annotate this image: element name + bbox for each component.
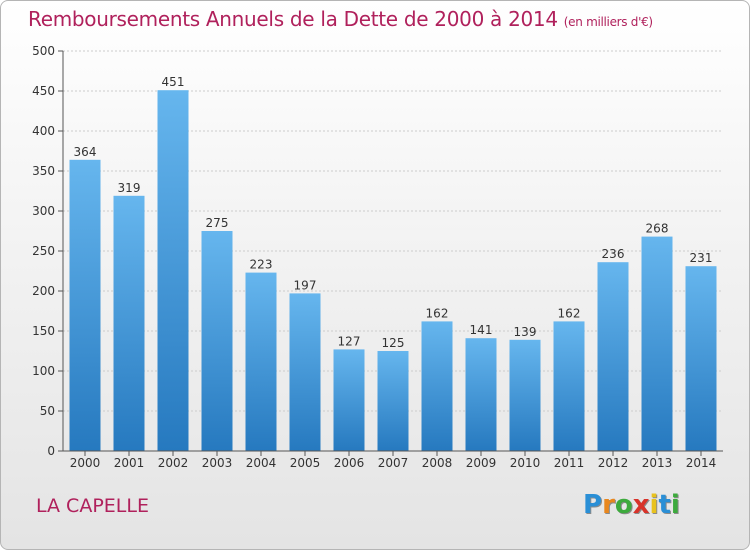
bar-2013 <box>641 236 673 451</box>
data-label: 236 <box>602 247 625 261</box>
logo-letter: r <box>602 490 615 520</box>
x-tick-label: 2009 <box>466 456 497 470</box>
bar-2010 <box>509 339 541 451</box>
bar-2000 <box>69 159 101 452</box>
logo-letter: i <box>670 490 680 520</box>
commune-name: LA CAPELLE <box>36 495 149 517</box>
chart-title-text: Remboursements Annuels de la Dette de 20… <box>28 7 558 31</box>
x-tick-label: 2007 <box>378 456 409 470</box>
bar-2002 <box>157 90 189 451</box>
logo-letter: i <box>649 490 659 520</box>
x-tick-label: 2008 <box>422 456 453 470</box>
data-label: 223 <box>250 258 273 272</box>
bar-2005 <box>289 293 321 451</box>
x-tick-label: 2002 <box>158 456 189 470</box>
data-label: 139 <box>514 325 537 339</box>
data-label: 319 <box>118 181 141 195</box>
data-label: 275 <box>206 216 229 230</box>
x-tick-label: 2012 <box>598 456 629 470</box>
bar-2001 <box>113 195 145 451</box>
bar-2006 <box>333 349 365 451</box>
bar-2003 <box>201 231 233 451</box>
data-label: 451 <box>162 75 185 89</box>
proxiti-logo: Proxiti <box>583 490 680 520</box>
bar-2004 <box>245 272 277 451</box>
y-tick-label: 0 <box>47 444 55 458</box>
logo-letter: t <box>658 490 671 520</box>
bar-2012 <box>597 262 629 451</box>
y-tick-label: 150 <box>32 324 55 338</box>
x-tick-label: 2000 <box>70 456 101 470</box>
x-tick-label: 2014 <box>686 456 717 470</box>
y-tick-label: 200 <box>32 284 55 298</box>
x-tick-label: 2005 <box>290 456 321 470</box>
logo-letter: o <box>614 490 633 520</box>
y-tick-label: 100 <box>32 364 55 378</box>
y-tick-label: 50 <box>40 404 55 418</box>
bar-2014 <box>685 266 717 451</box>
logo-letter: x <box>632 490 650 520</box>
data-label: 127 <box>338 334 361 348</box>
data-label: 125 <box>382 336 405 350</box>
bars: 364 319 451 275 223 197 127 125 162 141 139 162 236 2… <box>69 75 717 452</box>
y-tick-label: 250 <box>32 244 55 258</box>
x-tick-label: 2003 <box>202 456 233 470</box>
data-label: 162 <box>558 306 581 320</box>
data-label: 197 <box>294 278 317 292</box>
y-tick-label: 500 <box>32 44 55 58</box>
chart-title: Remboursements Annuels de la Dette de 20… <box>28 7 653 31</box>
x-tick-label: 2004 <box>246 456 277 470</box>
x-tick-label: 2011 <box>554 456 585 470</box>
y-tick-label: 300 <box>32 204 55 218</box>
axes: 0 50 100 150 200 250 300 350 400 450 500 2000 2001 20… <box>32 44 723 470</box>
y-tick-label: 450 <box>32 84 55 98</box>
x-tick-label: 2013 <box>642 456 673 470</box>
x-tick-label: 2001 <box>114 456 145 470</box>
data-label: 268 <box>646 222 669 236</box>
data-label: 231 <box>690 251 713 265</box>
chart-subtitle: (en milliers d'€) <box>563 15 653 29</box>
x-tick-label: 2010 <box>510 456 541 470</box>
y-tick-label: 400 <box>32 124 55 138</box>
bar-2008 <box>421 321 453 451</box>
data-label: 162 <box>426 306 449 320</box>
x-tick-label: 2006 <box>334 456 365 470</box>
data-label: 364 <box>74 145 97 159</box>
bar-2007 <box>377 351 409 451</box>
y-tick-label: 350 <box>32 164 55 178</box>
data-label: 141 <box>470 323 493 337</box>
bar-2009 <box>465 338 497 451</box>
bar-2011 <box>553 321 585 451</box>
logo-letter: P <box>583 490 603 520</box>
